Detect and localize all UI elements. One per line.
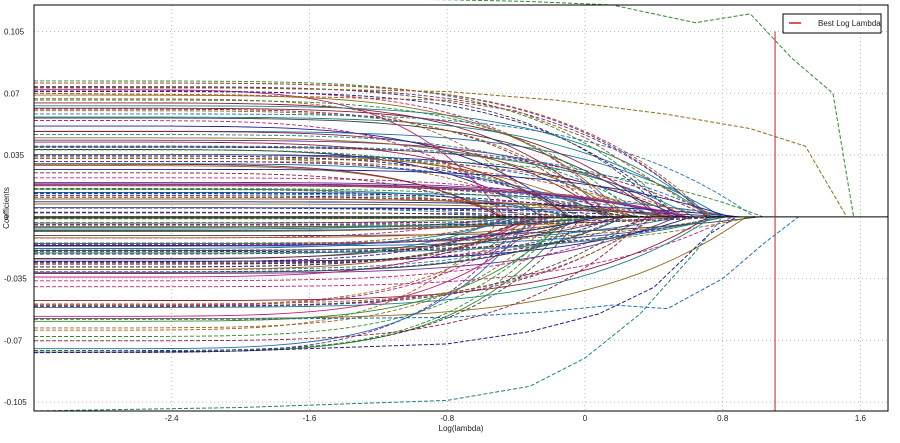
x-tick-label: -1.6 [303, 414, 317, 423]
legend-entry: Best Log Lambda [818, 19, 881, 28]
y-tick-label: -0.07 [4, 336, 23, 345]
y-axis-label: Coefficients [2, 187, 11, 229]
y-tick-label: 0.105 [4, 27, 25, 36]
x-tick-label: 0.8 [717, 414, 729, 423]
x-axis-label: Log(lambda) [439, 424, 484, 433]
x-tick-label: 0 [583, 414, 588, 423]
y-tick-label: 0.07 [4, 89, 20, 98]
legend: Best Log Lambda [783, 14, 881, 33]
y-tick-label: -0.035 [4, 275, 27, 284]
x-tick-label: 1.6 [855, 414, 867, 423]
x-tick-label: -0.8 [440, 414, 454, 423]
x-tick-label: -2.4 [165, 414, 179, 423]
y-tick-label: -0.105 [4, 398, 27, 407]
y-tick-label: 0.035 [4, 151, 25, 160]
